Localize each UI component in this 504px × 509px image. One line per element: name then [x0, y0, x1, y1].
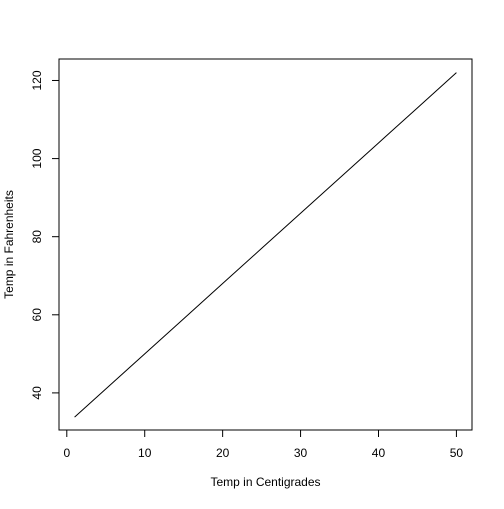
y-tick-label: 120 — [30, 70, 44, 90]
x-tick-label: 10 — [138, 446, 152, 460]
x-axis: 0 10 20 30 40 50 — [63, 429, 464, 460]
y-axis: 40 60 80 100 120 — [30, 70, 60, 400]
x-tick-label: 0 — [63, 446, 70, 460]
x-tick-label: 30 — [294, 446, 308, 460]
x-tick-label: 50 — [450, 446, 464, 460]
x-tick-label: 40 — [372, 446, 386, 460]
y-tick-label: 40 — [30, 386, 44, 400]
y-axis-label: Temp in Fahrenheits — [2, 190, 16, 299]
y-tick-label: 60 — [30, 308, 44, 322]
x-axis-label: Temp in Centigrades — [210, 475, 320, 489]
x-tick-label: 20 — [216, 446, 230, 460]
y-tick-label: 80 — [30, 230, 44, 244]
series-layer — [74, 72, 457, 418]
series-line — [74, 72, 457, 418]
y-tick-label: 100 — [30, 148, 44, 168]
